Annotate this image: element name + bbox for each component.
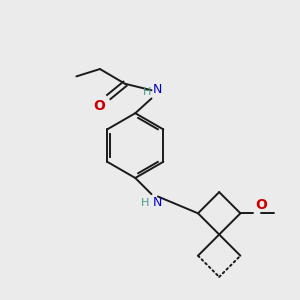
Text: N: N (152, 196, 162, 208)
Text: O: O (93, 99, 105, 113)
Text: H: H (142, 87, 151, 97)
Text: H: H (141, 198, 149, 208)
Text: N: N (153, 83, 162, 96)
Text: O: O (255, 198, 267, 212)
